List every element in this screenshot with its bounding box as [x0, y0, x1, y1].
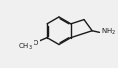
Text: $\mathregular{NH_2}$: $\mathregular{NH_2}$: [101, 27, 116, 37]
Text: $\mathregular{CH_3}$: $\mathregular{CH_3}$: [18, 42, 33, 52]
Text: O: O: [33, 40, 38, 46]
